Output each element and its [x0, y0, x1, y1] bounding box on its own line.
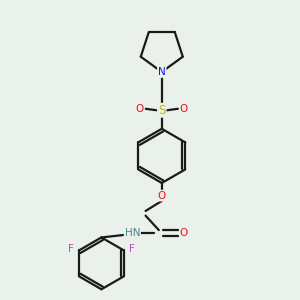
Text: S: S	[158, 104, 166, 117]
Text: O: O	[158, 190, 166, 201]
Text: O: O	[180, 228, 188, 238]
Text: O: O	[136, 104, 144, 114]
Text: HN: HN	[124, 228, 140, 238]
Text: O: O	[180, 104, 188, 114]
Text: N: N	[158, 67, 166, 77]
Text: F: F	[129, 244, 135, 254]
Text: F: F	[68, 244, 74, 254]
